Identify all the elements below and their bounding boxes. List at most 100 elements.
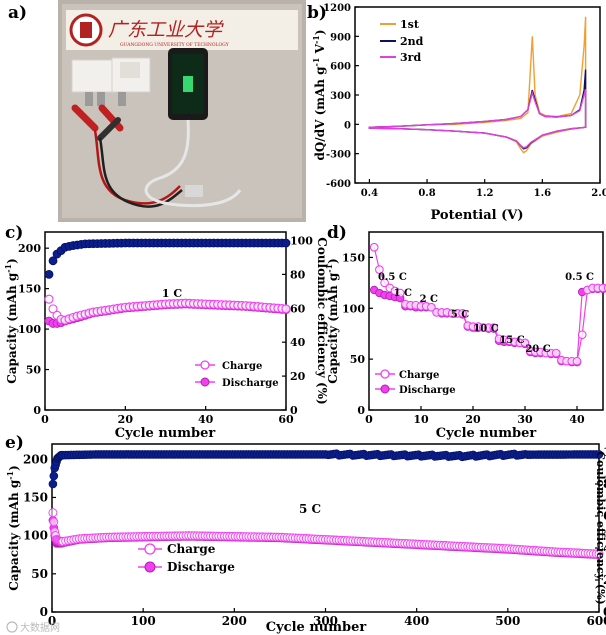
x-tick-label-e: 400 <box>404 614 429 628</box>
x-tick-label-d: 20 <box>465 413 481 426</box>
y-tick-label-b: -300 <box>326 150 351 161</box>
ce-point <box>48 256 58 266</box>
usb-cable <box>144 119 242 208</box>
x-tick-label-c: 40 <box>198 413 214 426</box>
legend-marker-discharge-d <box>380 384 390 394</box>
rate-label: 20 C <box>525 344 550 355</box>
legend-marker-discharge-c <box>200 377 210 387</box>
y2-tick-label-c: 40 <box>290 336 306 349</box>
y2-tick-label-e: 80 <box>603 477 606 491</box>
annotation-e: 5 C <box>299 502 321 516</box>
legend-label-charge-c: Charge <box>222 361 262 372</box>
charge-point <box>577 330 587 340</box>
rate-label: 0.5 C <box>565 272 594 283</box>
banner-title-cn: 广东工业大学 <box>108 19 224 41</box>
plot-frame-e <box>51 443 600 613</box>
y2-tick-label-c: 100 <box>290 234 313 247</box>
rate-label: 2 C <box>420 294 438 305</box>
legend-marker-charge-e <box>144 543 156 555</box>
y2-tick-label-e: 20 <box>603 573 606 587</box>
panel-b: b) 0.4 0.8 1.2 1.6 2.0 -600 -300 0 300 600 900 1200… <box>307 3 606 223</box>
y-tick-label-c: 0 <box>33 404 41 417</box>
ce-point <box>594 450 604 459</box>
x-tick-label-c: 20 <box>118 413 134 426</box>
y-tick-label-e: 200 <box>23 452 48 466</box>
legend-marker-charge-c <box>200 360 210 370</box>
y-tick-label-b: -600 <box>326 179 351 190</box>
ce-point <box>281 238 291 248</box>
y-tick-label-d: 100 <box>342 302 365 315</box>
y-tick-label-e: 0 <box>40 605 48 619</box>
charge-point <box>48 304 58 314</box>
legend-label-2nd: 2nd <box>400 35 424 48</box>
electrode-film <box>120 62 140 78</box>
charge-point <box>427 302 436 312</box>
legend-label-3rd: 3rd <box>400 51 421 64</box>
y-tick-label-e: 150 <box>23 490 48 504</box>
y-tick-label-c: 200 <box>18 242 41 255</box>
x-tick-label-e: 200 <box>222 614 247 628</box>
rate-label: 5 C <box>451 309 469 320</box>
x-tick-label-d: 0 <box>365 413 373 426</box>
x-tick-label-d: 40 <box>569 413 585 426</box>
panel-e: e) 0100200300400500600050100150200020406… <box>5 433 606 635</box>
black-clip <box>97 117 121 141</box>
y-axis-label-e: Capacity (mAh g-1) <box>5 465 21 591</box>
x-tick-label-b: 2.0 <box>591 188 606 199</box>
tab-3 <box>118 92 126 106</box>
y-tick-label-c: 100 <box>18 323 41 336</box>
usb-connector <box>185 185 203 197</box>
y-axis-label-d: Capacity (mAh g-1) <box>324 258 340 384</box>
y-tick-label-d: 150 <box>342 251 365 264</box>
charge-point <box>458 309 467 318</box>
charge-point <box>489 323 499 332</box>
panel-c-label: c) <box>5 223 23 243</box>
charge-point <box>520 338 530 348</box>
y-tick-label-d: 50 <box>350 353 366 366</box>
x-axis-label-b: Potential (V) <box>430 208 523 223</box>
electrode-pad-left <box>71 59 113 93</box>
ce-point <box>44 269 54 279</box>
x-axis-label-d: Cycle number <box>436 426 537 441</box>
panel-b-label: b) <box>307 3 327 23</box>
y-tick-label-b: 600 <box>330 62 351 73</box>
legend-label-charge-d: Charge <box>399 370 439 381</box>
annotation-c: 1 C <box>162 287 182 300</box>
charge-point <box>551 348 561 358</box>
panel-a: 广东工业大学 GUANGDONG UNIVERSITY OF TECHNOLOG… <box>58 0 306 222</box>
y-tick-label-b: 300 <box>330 91 351 102</box>
y-tick-label-d: 0 <box>357 404 365 417</box>
charge-point <box>369 242 379 252</box>
rate-label: 15 C <box>499 335 524 346</box>
x-axis-label-e: Cycle number <box>266 620 367 635</box>
legend-label-discharge-e: Discharge <box>167 560 235 574</box>
legend-marker-charge-d <box>380 369 390 379</box>
y-tick-label-e: 50 <box>31 567 48 581</box>
x-axis-label-c: Cycle number <box>115 426 216 441</box>
series-line-3rd <box>368 88 587 149</box>
y-tick-label-b: 900 <box>330 32 351 43</box>
x-tick-label-c: 60 <box>278 413 294 426</box>
panel-e-label: e) <box>5 433 24 453</box>
charge-point <box>44 294 54 304</box>
y-axis-label-c: Capacity (mAh g-1) <box>3 258 19 384</box>
charge-point <box>49 517 59 527</box>
x-tick-label-b: 0.4 <box>361 188 378 199</box>
y2-tick-label-e: 60 <box>603 509 606 523</box>
panel-a-label: a) <box>8 3 27 23</box>
y2-tick-label-c: 20 <box>290 370 306 383</box>
seal-emblem <box>80 22 92 38</box>
series-line-2nd <box>368 69 587 150</box>
tab-2 <box>97 92 105 106</box>
red-clip <box>71 104 99 132</box>
charge-point <box>48 508 58 518</box>
y2-tick-label-c: 0 <box>290 404 298 417</box>
y-tick-label-c: 50 <box>26 364 42 377</box>
legend-label-discharge-d: Discharge <box>399 385 456 396</box>
x-tick-label-b: 0.8 <box>418 188 435 199</box>
x-tick-label-e: 0 <box>48 614 56 628</box>
rate-label: 10 C <box>473 324 498 335</box>
legend-label-1st: 1st <box>400 18 420 31</box>
x-tick-label-e: 100 <box>131 614 156 628</box>
